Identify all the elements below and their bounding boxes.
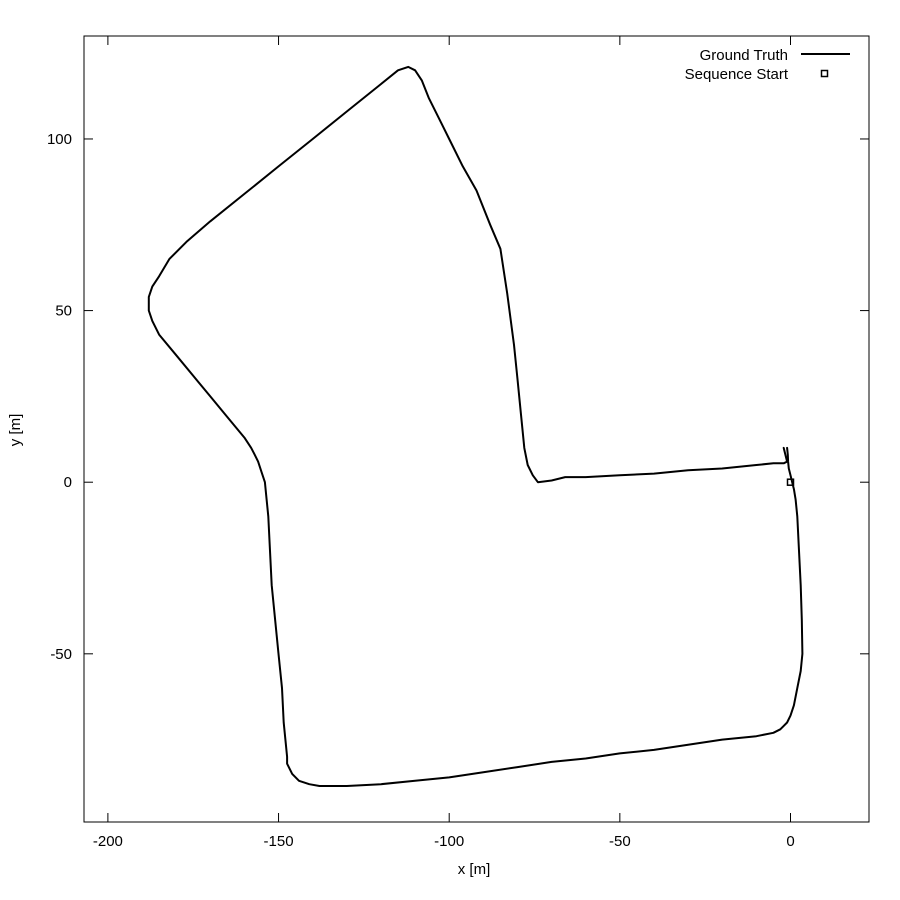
x-tick-label: -200 [93,833,123,850]
legend-label-ground-truth: Ground Truth [700,47,788,64]
sequence-start-marker [786,478,795,486]
y-axis-label: y [m] [7,414,24,447]
legend-label-sequence-start: Sequence Start [685,66,789,83]
series-line-ground-truth [147,65,804,787]
y-tick-label: -50 [50,646,72,663]
y-tick-label: 100 [47,131,72,148]
x-tick-label: -50 [609,833,631,850]
tick-marks [84,36,869,822]
x-tick-label: -100 [434,833,464,850]
plot-frame [83,35,870,823]
x-axis-label: x [m] [458,861,491,878]
y-tick-label: 0 [64,474,72,491]
legend: Ground Truth Sequence Start [685,47,850,83]
x-tick-label: 0 [786,833,794,850]
tick-labels: -200 -150 -100 -50 0 -50 0 50 100 [47,131,795,850]
y-tick-label: 50 [55,303,72,320]
x-tick-label: -150 [264,833,294,850]
legend-marker-sequence-start [820,69,829,78]
series-layer [147,65,804,787]
